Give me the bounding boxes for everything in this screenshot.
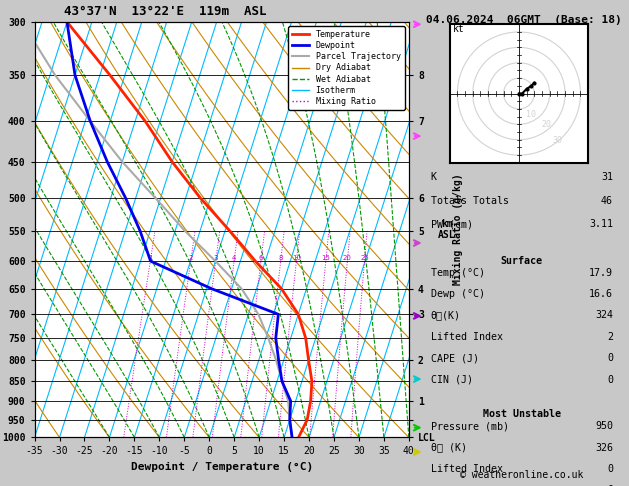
Text: 25: 25	[360, 255, 369, 261]
Text: 16.6: 16.6	[589, 289, 613, 299]
Text: Most Unstable: Most Unstable	[482, 410, 561, 419]
Text: 324: 324	[595, 311, 613, 320]
Y-axis label: km
ASL: km ASL	[438, 219, 455, 241]
Text: 8: 8	[279, 255, 283, 261]
Text: 20: 20	[343, 255, 352, 261]
Text: PW (cm): PW (cm)	[431, 219, 472, 229]
Legend: Temperature, Dewpoint, Parcel Trajectory, Dry Adiabat, Wet Adiabat, Isotherm, Mi: Temperature, Dewpoint, Parcel Trajectory…	[288, 26, 404, 110]
X-axis label: Dewpoint / Temperature (°C): Dewpoint / Temperature (°C)	[131, 462, 313, 472]
Text: 10: 10	[526, 110, 537, 119]
Text: 04.06.2024  06GMT  (Base: 18): 04.06.2024 06GMT (Base: 18)	[426, 15, 621, 25]
Text: Totals Totals: Totals Totals	[431, 196, 509, 206]
Text: 15: 15	[321, 255, 330, 261]
Text: 0: 0	[607, 464, 613, 474]
Text: 950: 950	[595, 421, 613, 431]
Text: 6: 6	[259, 255, 263, 261]
Text: Lifted Index: Lifted Index	[431, 332, 503, 342]
Text: θᴇ(K): θᴇ(K)	[431, 311, 460, 320]
Text: CAPE (J): CAPE (J)	[431, 353, 479, 363]
Text: 30: 30	[552, 136, 562, 145]
Text: kt: kt	[453, 24, 464, 34]
Text: 2: 2	[189, 255, 193, 261]
Text: 326: 326	[595, 443, 613, 452]
Text: θᴇ (K): θᴇ (K)	[431, 443, 467, 452]
Text: Surface: Surface	[501, 256, 543, 266]
Text: 4: 4	[232, 255, 237, 261]
Text: 20: 20	[542, 121, 552, 129]
Text: 1: 1	[148, 255, 153, 261]
Text: 2: 2	[607, 332, 613, 342]
Text: CIN (J): CIN (J)	[431, 375, 472, 384]
Text: 3.11: 3.11	[589, 219, 613, 229]
Text: K: K	[431, 173, 437, 182]
Text: 46: 46	[601, 196, 613, 206]
Text: 0: 0	[607, 375, 613, 384]
Text: Mixing Ratio (g/kg): Mixing Ratio (g/kg)	[452, 174, 462, 285]
Text: Temp (°C): Temp (°C)	[431, 268, 484, 278]
Text: 43°37'N  13°22'E  119m  ASL: 43°37'N 13°22'E 119m ASL	[64, 5, 267, 17]
Text: Pressure (mb): Pressure (mb)	[431, 421, 509, 431]
Text: 17.9: 17.9	[589, 268, 613, 278]
Text: 3: 3	[213, 255, 218, 261]
Text: Dewp (°C): Dewp (°C)	[431, 289, 484, 299]
Text: © weatheronline.co.uk: © weatheronline.co.uk	[460, 470, 584, 480]
Text: 0: 0	[607, 353, 613, 363]
Text: 31: 31	[601, 173, 613, 182]
Text: 10: 10	[292, 255, 301, 261]
Text: Lifted Index: Lifted Index	[431, 464, 503, 474]
